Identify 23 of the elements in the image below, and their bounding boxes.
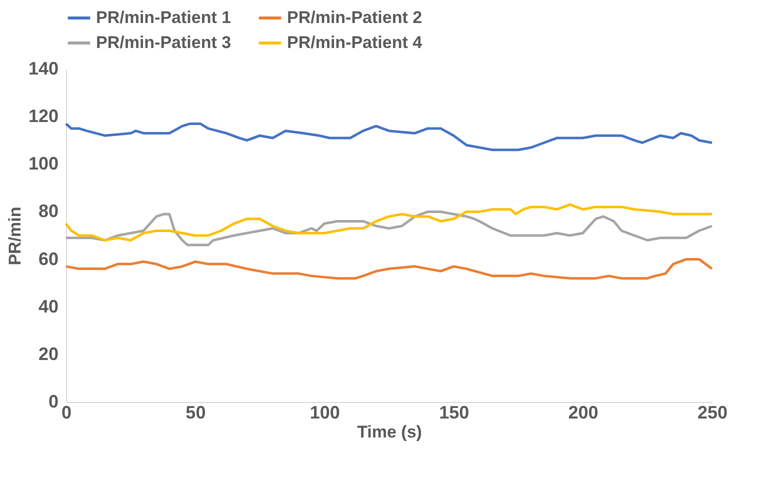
y-tick-label: 80: [38, 201, 58, 222]
legend-label: PR/min-Patient 3: [96, 33, 232, 52]
line-series: [64, 258, 714, 280]
y-tick-label: 40: [38, 296, 58, 316]
x-tick-label: 50: [186, 402, 206, 422]
x-tick-label: 250: [697, 402, 728, 422]
legend-label: PR/min-Patient 2: [287, 8, 422, 27]
y-tick-label: 20: [38, 344, 58, 364]
x-tick-label: 150: [439, 402, 470, 422]
line-series: [64, 203, 714, 242]
y-tick-label: 120: [28, 106, 58, 126]
line-series: [64, 210, 714, 246]
legend-label: PR/min-Patient 1: [96, 8, 232, 27]
line-series: [64, 122, 714, 152]
y-tick-label: 60: [38, 248, 58, 269]
y-tick-label: 100: [28, 154, 58, 174]
x-tick-label: 200: [568, 402, 598, 422]
x-axis-title: Time (s): [357, 422, 422, 442]
x-tick-label: 100: [310, 402, 340, 422]
y-axis-title: PR/min: [5, 206, 24, 266]
y-tick-label: 140: [28, 58, 58, 78]
x-tick-label: 0: [61, 402, 72, 422]
legend-label: PR/min-Patient 4: [287, 33, 423, 52]
